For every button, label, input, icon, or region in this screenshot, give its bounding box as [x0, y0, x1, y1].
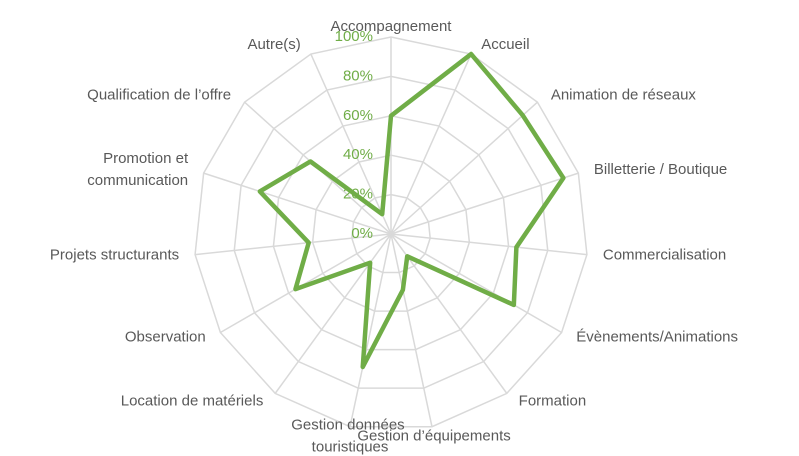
spoke — [203, 172, 392, 235]
grid-ring — [194, 36, 588, 428]
category-label: Promotion et communication — [83, 150, 189, 189]
label-line: touristiques — [308, 438, 389, 455]
category-label: Commercialisation — [603, 247, 726, 264]
spoke — [390, 233, 508, 394]
label-line: communication — [83, 172, 188, 189]
y-tick-label: 0% — [351, 225, 373, 242]
spoke — [390, 233, 433, 427]
category-label: Billetterie / Boutique — [594, 161, 727, 178]
category-label: Gestion données touristiques — [291, 416, 404, 455]
spoke — [390, 233, 562, 334]
spoke — [310, 53, 392, 235]
spoke — [195, 233, 392, 256]
series-line — [257, 51, 566, 370]
category-label: Animation de réseaux — [551, 86, 697, 103]
category-label: Autre(s) — [247, 36, 300, 53]
category-label: Location de matériels — [121, 392, 264, 409]
label-line: Promotion et — [103, 150, 189, 167]
y-tick-label: 80% — [343, 67, 373, 84]
spoke — [349, 233, 392, 427]
category-label: Projets structurants — [50, 247, 179, 264]
category-label: Évènements/Animations — [576, 328, 738, 345]
category-label: Observation — [125, 328, 206, 345]
y-tick-label: 60% — [343, 107, 373, 124]
category-label: Accueil — [481, 36, 529, 53]
label-line: Gestion données — [291, 416, 404, 433]
grid-ring — [351, 193, 431, 274]
spoke — [390, 101, 538, 235]
grid-ring — [272, 115, 510, 351]
spoke — [390, 53, 472, 235]
category-label: Formation — [519, 392, 587, 409]
spoke — [390, 233, 587, 256]
category-label: Accompagnement — [331, 18, 453, 35]
y-tick-label: 100% — [335, 28, 373, 45]
category-label: Qualification de l’offre — [87, 86, 231, 103]
y-tick-label: 40% — [343, 146, 373, 163]
spoke — [390, 172, 579, 235]
category-label: Gestion d’équipements — [357, 427, 510, 444]
spoke — [274, 233, 392, 394]
y-tick-label: 20% — [343, 186, 373, 203]
grid-ring — [233, 75, 549, 389]
